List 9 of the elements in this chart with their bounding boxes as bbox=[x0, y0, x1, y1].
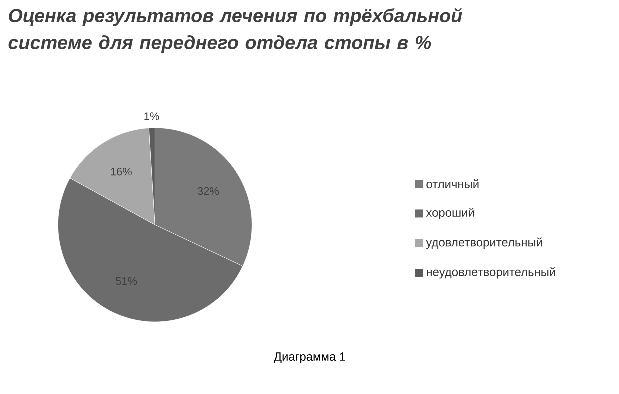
data-label: 16% bbox=[111, 168, 132, 176]
legend-label: удовлетворительный bbox=[426, 238, 542, 250]
data-label: 32% bbox=[198, 187, 220, 196]
text: Диаграмма 1 bbox=[274, 352, 346, 364]
legend-label: отличный bbox=[426, 180, 479, 188]
chart-title: Оценка результатов лечения по трёхбальной системе для переднего отдела стопы в % bbox=[8, 8, 462, 54]
legend-label: неудовлетворительный bbox=[427, 267, 556, 279]
data-label: 1% bbox=[144, 112, 160, 120]
legend-label: хороший bbox=[426, 208, 474, 220]
